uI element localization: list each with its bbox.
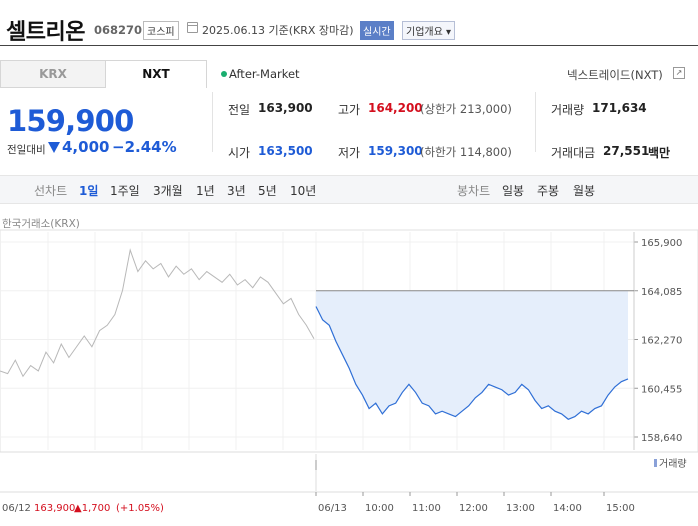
stat-volume-label: 거래량 [551, 103, 585, 117]
period-5y[interactable]: 5년 [258, 184, 277, 198]
stat-amount-label: 거래대금 [551, 146, 596, 160]
stats-divider [535, 92, 536, 152]
period-1w[interactable]: 1주일 [110, 184, 140, 198]
prev-day-line [0, 248, 315, 378]
y-tick-label: 165,900 [641, 238, 682, 249]
change-percent: −2.44% [112, 138, 177, 156]
market-badge: 코스피 [143, 21, 179, 40]
prev-day-date: 06/12 [2, 503, 31, 514]
stat-amount-unit: 백만 [648, 146, 671, 160]
x-tick-label: 10:00 [365, 503, 394, 514]
candle-chart-label: 봉차트 [457, 184, 491, 198]
stat-prev-label: 전일 [228, 103, 251, 117]
stock-name: 셀트리온 [6, 20, 85, 45]
candle-monthly[interactable]: 월봉 [573, 184, 596, 198]
stat-open-label: 시가 [228, 146, 251, 160]
stat-prev-value: 163,900 [258, 101, 313, 115]
stat-open-value: 163,500 [258, 144, 313, 158]
realtime-button[interactable]: 실시간 [360, 21, 394, 40]
company-info-dropdown[interactable]: 기업개요 ▾ [402, 21, 455, 40]
calendar-icon [187, 22, 198, 33]
stat-low-value: 159,300 [368, 144, 423, 158]
reference-date: 2025.06.13 기준(KRX 장마감) [202, 24, 354, 37]
prev-day-close: 163,900 [34, 503, 75, 514]
y-tick-label: 158,640 [641, 433, 682, 444]
tab-krx[interactable]: KRX [0, 60, 106, 88]
stat-high-label: 고가 [338, 103, 361, 117]
period-1y[interactable]: 1년 [196, 184, 215, 198]
y-tick-label: 162,270 [641, 336, 682, 347]
down-triangle-icon [48, 142, 60, 153]
change-label: 전일대비 [7, 144, 46, 156]
stat-lower-limit: (하한가 114,800) [420, 145, 512, 159]
stock-code: 068270 [94, 23, 143, 37]
stat-high-value: 164,200 [368, 101, 423, 115]
prev-day-pct: (+1.05%) [116, 503, 164, 514]
today-price-line [315, 306, 629, 420]
volume-legend-label: 거래량 [659, 458, 687, 470]
external-link-icon[interactable]: ↗ [673, 67, 685, 79]
after-market-label: After-Market [229, 67, 300, 81]
period-bar [0, 175, 698, 204]
chart-source-label: 한국거래소(KRX) [2, 218, 80, 230]
candle-weekly[interactable]: 주봉 [537, 184, 560, 198]
stat-amount-value: 27,551 [603, 144, 650, 158]
x-tick-label: 11:00 [412, 503, 441, 514]
x-tick-label: 06/13 [318, 503, 347, 514]
current-price: 159,900 [7, 104, 134, 138]
stats-divider [212, 92, 213, 152]
x-tick-label: 12:00 [459, 503, 488, 514]
stat-volume-value: 171,634 [592, 101, 647, 115]
volume-legend-swatch [654, 459, 657, 467]
tab-nxt[interactable]: NXT [105, 60, 207, 88]
header-divider [0, 45, 698, 46]
period-10y[interactable]: 10년 [290, 184, 317, 198]
nextrade-link[interactable]: 넥스트레이드(NXT) [567, 68, 663, 82]
stat-low-label: 저가 [338, 146, 361, 160]
x-tick-label: 14:00 [553, 503, 582, 514]
period-1d[interactable]: 1일 [79, 184, 99, 198]
today-area-fill [316, 290, 628, 420]
y-tick-label: 164,085 [641, 287, 682, 298]
x-tick-label: 15:00 [606, 503, 635, 514]
stat-upper-limit: (상한가 213,000) [420, 102, 512, 116]
y-tick-label: 160,455 [641, 384, 682, 395]
line-chart-label: 선차트 [34, 184, 68, 198]
candle-daily[interactable]: 일봉 [502, 184, 525, 198]
change-value: 4,000 [62, 138, 110, 156]
period-3y[interactable]: 3년 [227, 184, 246, 198]
x-tick-label: 13:00 [506, 503, 535, 514]
status-dot-icon [221, 71, 227, 77]
period-3m[interactable]: 3개월 [153, 184, 183, 198]
prev-day-change: ▲1,700 [74, 503, 110, 514]
